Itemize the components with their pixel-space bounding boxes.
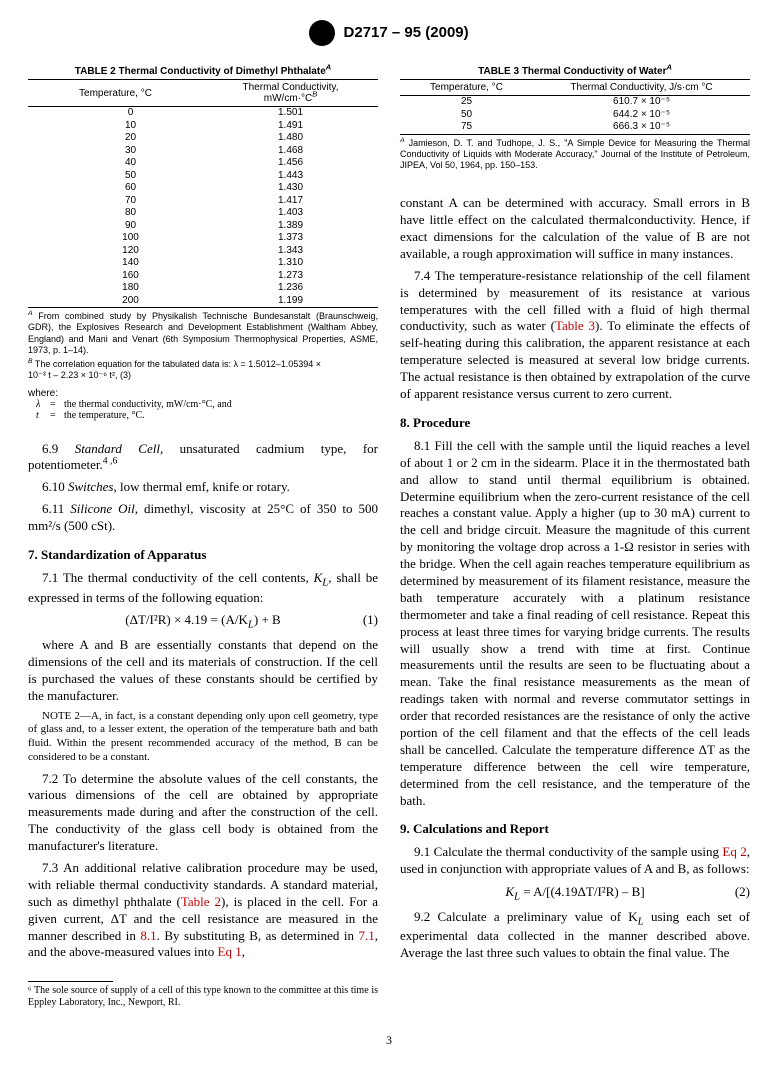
table-row: 1401.310 (28, 257, 378, 270)
table2-h2: Thermal Conductivity,mW/cm·°CB (203, 80, 378, 107)
table-row: 601.430 (28, 182, 378, 195)
right-column: TABLE 3 Thermal Conductivity of WaterA T… (400, 60, 750, 967)
p-8.1: 8.1 Fill the cell with the sample until … (400, 438, 750, 810)
table-row: 801.403 (28, 207, 378, 220)
table-row: 101.491 (28, 120, 378, 133)
p-7.3-cont: constant A can be determined with accura… (400, 195, 750, 263)
table-row: 50644.2 × 10⁻⁵ (400, 109, 750, 122)
p-7.2: 7.2 To determine the absolute values of … (28, 771, 378, 855)
p-7.3: 7.3 An additional relative calibration p… (28, 860, 378, 961)
p-7.1: 7.1 The thermal conductivity of the cell… (28, 570, 378, 607)
table-row: 1601.273 (28, 270, 378, 283)
table-row: 1801.236 (28, 282, 378, 295)
p-6.11: 6.11 Silicone Oil, dimethyl, viscosity a… (28, 501, 378, 535)
p-7.1-cont: where A and B are essentially constants … (28, 637, 378, 705)
table-row: 901.389 (28, 220, 378, 233)
table3-note-a: A Jamieson, D. T. and Tudhope, J. S., "A… (400, 138, 750, 172)
doc-id: D2717 – 95 (2009) (344, 24, 469, 41)
section-9: 9. Calculations and Report (400, 821, 750, 838)
p-6.10: 6.10 Switches, low thermal emf, knife or… (28, 479, 378, 496)
where-t: t=the temperature, °C. (36, 410, 378, 421)
page-header: D2717 – 95 (2009) (28, 20, 750, 46)
table3-h2: Thermal Conductivity, J/s·cm °C (533, 80, 750, 96)
note-2: NOTE 2—A, in fact, is a constant dependi… (28, 710, 378, 765)
p-9.1: 9.1 Calculate the thermal conductivity o… (400, 844, 750, 878)
section-8: 8. Procedure (400, 415, 750, 432)
equation-1: (ΔT/I²R) × 4.19 = (A/KL) + B(1) (28, 612, 378, 631)
table-row: 501.443 (28, 170, 378, 183)
footnote-6: ⁶ The sole source of supply of a cell of… (28, 985, 378, 1009)
table2-note-b: B The correlation equation for the tabul… (28, 359, 378, 370)
table2-where-label: where: (28, 388, 378, 399)
table-row: 201.480 (28, 132, 378, 145)
table3-h1: Temperature, °C (400, 80, 533, 96)
table-row: 1001.373 (28, 232, 378, 245)
table-row: 75666.3 × 10⁻⁵ (400, 121, 750, 134)
table3-caption: TABLE 3 Thermal Conductivity of WaterA (400, 66, 750, 77)
table2: Temperature, °C Thermal Conductivity,mW/… (28, 79, 378, 308)
left-column: TABLE 2 Thermal Conductivity of Dimethyl… (28, 60, 378, 1009)
table2-note-a: A From combined study by Physikalish Tec… (28, 311, 378, 356)
table-row: 2001.199 (28, 295, 378, 308)
table-row: 25610.7 × 10⁻⁵ (400, 96, 750, 109)
table-row: 401.456 (28, 157, 378, 170)
p-9.2: 9.2 Calculate a preliminary value of KL … (400, 909, 750, 962)
table-row: 701.417 (28, 195, 378, 208)
section-7: 7. Standardization of Apparatus (28, 547, 378, 564)
table2-note-b2: 10⁻³ t – 2.23 × 10⁻⁶ t², (3) (28, 370, 378, 381)
table3: Temperature, °C Thermal Conductivity, J/… (400, 79, 750, 135)
table-row: 301.468 (28, 145, 378, 158)
table-row: 01.501 (28, 107, 378, 120)
table2-caption: TABLE 2 Thermal Conductivity of Dimethyl… (28, 66, 378, 77)
two-column-layout: TABLE 2 Thermal Conductivity of Dimethyl… (28, 60, 750, 1009)
table-row: 1201.343 (28, 245, 378, 258)
table2-h1: Temperature, °C (28, 80, 203, 107)
p-7.4: 7.4 The temperature-resistance relations… (400, 268, 750, 403)
astm-logo-icon (309, 20, 335, 46)
equation-2: KL = A/[(4.19ΔT/I²R) – B](2) (400, 884, 750, 903)
where-lambda: λ=the thermal conductivity, mW/cm·°C, an… (36, 399, 378, 410)
p-6.9: 6.9 Standard Cell, unsaturated cadmium t… (28, 441, 378, 475)
